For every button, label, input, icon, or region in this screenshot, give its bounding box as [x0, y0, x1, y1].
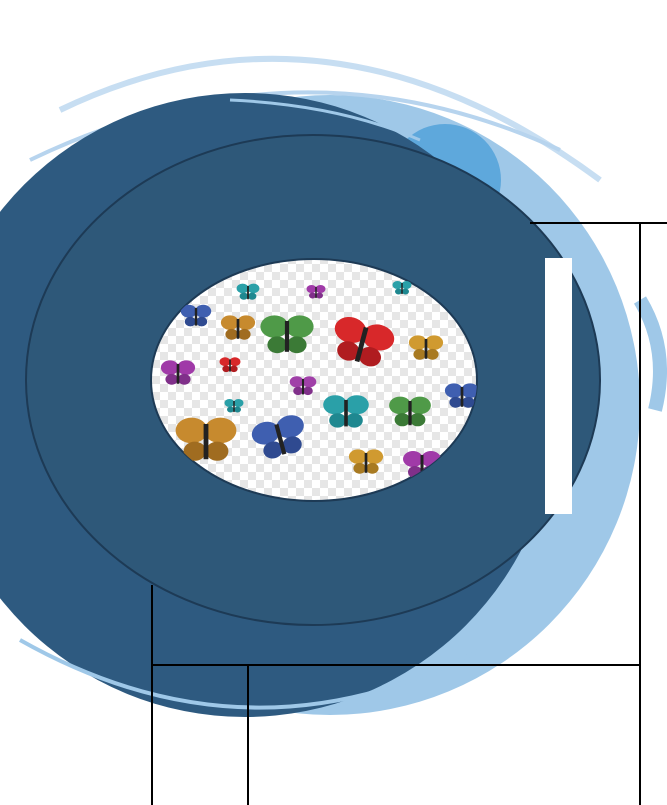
- butterfly: [224, 399, 244, 413]
- butterfly: [323, 395, 369, 428]
- butterfly: [219, 357, 241, 373]
- brush-stroke: [58, 55, 602, 183]
- butterfly: [389, 396, 431, 427]
- butterfly: [220, 315, 256, 340]
- butterfly: [306, 285, 326, 299]
- butterfly: [236, 283, 260, 300]
- butterfly: [392, 281, 412, 295]
- butterfly: [160, 360, 196, 385]
- butterfly: [289, 376, 317, 396]
- frame-lines: [151, 222, 667, 805]
- brush-stroke: [633, 296, 667, 412]
- butterfly: [408, 335, 444, 360]
- butterfly: [260, 315, 314, 354]
- butterfly: [348, 449, 384, 474]
- brush-stroke: [19, 638, 481, 710]
- white-panel: [545, 258, 572, 514]
- brush-stroke: [229, 98, 421, 142]
- butterfly: [180, 304, 212, 327]
- butterfly: [444, 383, 477, 408]
- butterfly: [334, 316, 395, 367]
- butterfly: [175, 417, 237, 461]
- butterfly: [251, 415, 304, 459]
